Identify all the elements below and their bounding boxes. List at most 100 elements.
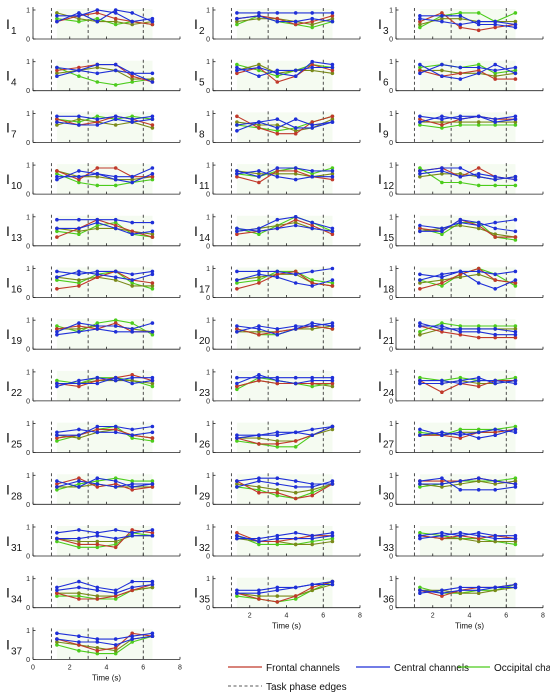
central-point bbox=[55, 174, 59, 179]
panel-label: I bbox=[194, 223, 198, 239]
central-point bbox=[235, 375, 239, 380]
occipital-point bbox=[493, 539, 498, 544]
central-point bbox=[310, 123, 315, 127]
panel-24: I 240 1 bbox=[378, 368, 544, 405]
panel-14: I 140 1 bbox=[194, 213, 361, 250]
central-point bbox=[440, 19, 444, 24]
panel-22: I 220 1 bbox=[6, 368, 181, 405]
y-tick-label: 0 bbox=[389, 88, 393, 95]
central-point bbox=[55, 74, 59, 78]
frontal-point bbox=[150, 235, 155, 239]
occipital-series-line bbox=[419, 69, 516, 77]
y-tick-label: 0 bbox=[389, 295, 393, 302]
occipital-series-line bbox=[56, 173, 153, 186]
central-point bbox=[418, 427, 422, 432]
frontal-point bbox=[95, 597, 100, 601]
central-point bbox=[95, 123, 100, 127]
y-tick-label: 1 bbox=[389, 421, 393, 428]
central-point bbox=[458, 217, 463, 222]
central-series-line bbox=[419, 270, 516, 290]
frontal-series-line bbox=[419, 12, 516, 31]
frontal-point bbox=[113, 545, 118, 550]
central-point bbox=[95, 327, 100, 331]
y-tick-label: 0 bbox=[206, 554, 210, 561]
y-tick-label: 1 bbox=[206, 8, 210, 15]
frontal-point bbox=[130, 373, 134, 377]
central-point bbox=[458, 330, 463, 334]
panel-label: I bbox=[194, 275, 198, 291]
occipital-point bbox=[293, 445, 298, 449]
y-tick-label: 0 bbox=[206, 295, 210, 302]
y-tick-label: 0 bbox=[26, 295, 30, 302]
occipital-point bbox=[275, 129, 280, 133]
frontal-point bbox=[77, 597, 81, 601]
frontal-point bbox=[275, 442, 280, 446]
central-series-line bbox=[419, 428, 516, 439]
occipital-series-line bbox=[419, 12, 516, 28]
central-point bbox=[77, 479, 81, 483]
frontal-point bbox=[130, 528, 134, 532]
occipital-point bbox=[235, 387, 239, 392]
central-point bbox=[310, 220, 315, 225]
occipital-series-line bbox=[236, 583, 333, 597]
occipital-point bbox=[257, 68, 261, 73]
central-point bbox=[293, 74, 298, 78]
central-point bbox=[77, 269, 81, 274]
frontal-point bbox=[310, 585, 315, 590]
central-point bbox=[77, 536, 81, 541]
central-point bbox=[113, 588, 118, 593]
occipital-point bbox=[130, 177, 134, 182]
y-tick-label: 0 bbox=[206, 347, 210, 354]
panel-label: I bbox=[194, 378, 198, 394]
panel-label: I bbox=[378, 68, 382, 84]
central-series-line bbox=[419, 477, 516, 485]
central-point bbox=[235, 11, 239, 15]
central-point bbox=[330, 62, 335, 67]
frontal-point bbox=[293, 131, 298, 136]
central-point bbox=[476, 375, 481, 380]
central-point bbox=[330, 378, 335, 383]
frontal-point bbox=[440, 594, 444, 598]
frontal-point bbox=[440, 479, 444, 483]
frontal-point bbox=[113, 427, 118, 432]
central-point bbox=[310, 321, 315, 325]
frontal-point bbox=[476, 536, 481, 541]
frontal-point bbox=[77, 542, 81, 547]
central-point bbox=[95, 430, 100, 435]
central-point bbox=[113, 114, 118, 119]
frontal-point bbox=[235, 327, 239, 331]
panel-shade bbox=[419, 370, 516, 401]
frontal-point bbox=[440, 330, 444, 334]
occipital-point bbox=[513, 324, 518, 328]
occipital-point bbox=[95, 539, 100, 544]
frontal-point bbox=[418, 226, 422, 231]
central-point bbox=[310, 269, 315, 274]
occipital-point bbox=[440, 284, 444, 288]
central-point bbox=[235, 269, 239, 274]
frontal-point bbox=[130, 74, 134, 78]
occipital-point bbox=[77, 117, 81, 121]
central-point bbox=[493, 536, 498, 541]
occipital-point bbox=[310, 490, 315, 495]
panel-21: I 210 1 bbox=[378, 317, 544, 354]
central-series-line bbox=[419, 219, 516, 232]
occipital-point bbox=[257, 232, 261, 236]
central-point bbox=[476, 71, 481, 76]
central-point bbox=[513, 482, 518, 486]
occipital-point bbox=[458, 427, 463, 432]
occipital-point bbox=[150, 439, 155, 443]
central-point bbox=[150, 272, 155, 277]
occipital-point bbox=[513, 68, 518, 73]
occipital-point bbox=[275, 493, 280, 498]
central-series-line bbox=[56, 69, 153, 77]
central-point bbox=[95, 324, 100, 328]
central-point bbox=[418, 378, 422, 383]
central-point bbox=[55, 177, 59, 182]
panel-subscript: 31 bbox=[11, 543, 23, 554]
central-point bbox=[55, 430, 59, 435]
occipital-point bbox=[113, 278, 118, 282]
central-point bbox=[113, 68, 118, 73]
central-series-line bbox=[56, 9, 153, 23]
